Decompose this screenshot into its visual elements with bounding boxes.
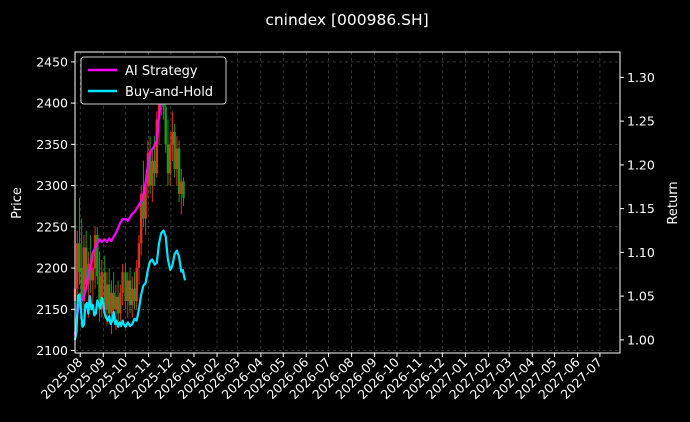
- candle-body: [182, 181, 185, 198]
- candle-body: [155, 119, 158, 174]
- legend-label-ai-strategy: AI Strategy: [125, 64, 198, 79]
- candle-body: [93, 235, 97, 269]
- candle-body: [148, 152, 152, 186]
- candle-body: [98, 276, 101, 310]
- candle-body: [105, 284, 109, 310]
- candle-body: [80, 268, 83, 302]
- candle-body: [131, 288, 134, 306]
- candle-body: [100, 272, 103, 310]
- candle-body: [151, 160, 154, 186]
- candle-body: [171, 131, 174, 145]
- chart-title: cnindex [000986.SH]: [265, 11, 428, 29]
- legend: AI Strategy Buy-and-Hold: [80, 56, 227, 105]
- left-y-axis-label: Price: [10, 187, 25, 219]
- candle-body: [89, 263, 92, 281]
- candle-body: [84, 247, 88, 285]
- candle-body: [96, 235, 99, 277]
- candle-body: [114, 296, 118, 310]
- candle-body: [78, 243, 81, 273]
- candle-body: [137, 243, 141, 269]
- right-y-tick-label: 1.00: [627, 332, 655, 347]
- candle-body: [82, 247, 86, 302]
- candle-body: [139, 193, 143, 244]
- series-line-ai-strategy: [73, 72, 176, 336]
- candle-body: [76, 243, 79, 289]
- candle-body: [142, 193, 145, 219]
- right-y-tick-label: 1.20: [627, 157, 655, 172]
- series-lines: [73, 72, 187, 341]
- left-y-tick-label: 2400: [36, 96, 68, 111]
- candle-body: [108, 284, 111, 314]
- legend-label-buy-and-hold: Buy-and-Hold: [125, 85, 213, 100]
- series-line-buy-and-hold: [73, 229, 187, 341]
- left-y-tick-label: 2300: [36, 178, 68, 193]
- legend-box: [80, 56, 227, 105]
- left-y-tick-label: 2200: [36, 261, 68, 276]
- left-y-tick-label: 2450: [36, 54, 68, 69]
- candle-body: [133, 288, 136, 302]
- candle-body: [168, 144, 172, 174]
- right-y-tick-label: 1.30: [627, 70, 655, 85]
- right-y-tick-label: 1.10: [627, 245, 655, 260]
- candle-body: [126, 280, 129, 302]
- candle-body: [121, 272, 124, 293]
- candle-body: [91, 268, 95, 281]
- candle-body: [124, 272, 127, 302]
- candle-body: [175, 148, 179, 170]
- candle-body: [164, 107, 167, 145]
- candle-body: [112, 292, 115, 310]
- candle-body: [110, 292, 113, 314]
- candle-body: [153, 160, 156, 174]
- right-y-tick-label: 1.25: [627, 114, 655, 129]
- left-y-tick-label: 2350: [36, 137, 68, 152]
- candle-body: [119, 292, 122, 314]
- candle-body: [144, 185, 147, 219]
- right-y-axis-label: Return: [666, 181, 681, 224]
- right-y-tick-label: 1.15: [627, 201, 655, 216]
- candle-body: [177, 148, 181, 194]
- left-y-tick-label: 2250: [36, 219, 68, 234]
- candle-body: [103, 272, 106, 310]
- left-y-tick-label: 2150: [36, 302, 68, 317]
- right-y-tick-label: 1.05: [627, 289, 655, 304]
- right-y-axis-ticks: 1.00 1.05 1.10 1.15 1.20 1.25 1.30: [620, 70, 655, 347]
- candle-body: [180, 181, 183, 194]
- left-y-axis-ticks: 2100 2150 2200 2250 2300 2350 2400 2450: [36, 54, 75, 358]
- candle-body: [166, 144, 170, 174]
- candle-body: [173, 131, 176, 170]
- candle-body: [135, 268, 138, 302]
- candle-body: [116, 296, 120, 314]
- plot-frame: [74, 51, 621, 354]
- candle-body: [128, 280, 132, 306]
- left-y-tick-label: 2100: [36, 343, 68, 358]
